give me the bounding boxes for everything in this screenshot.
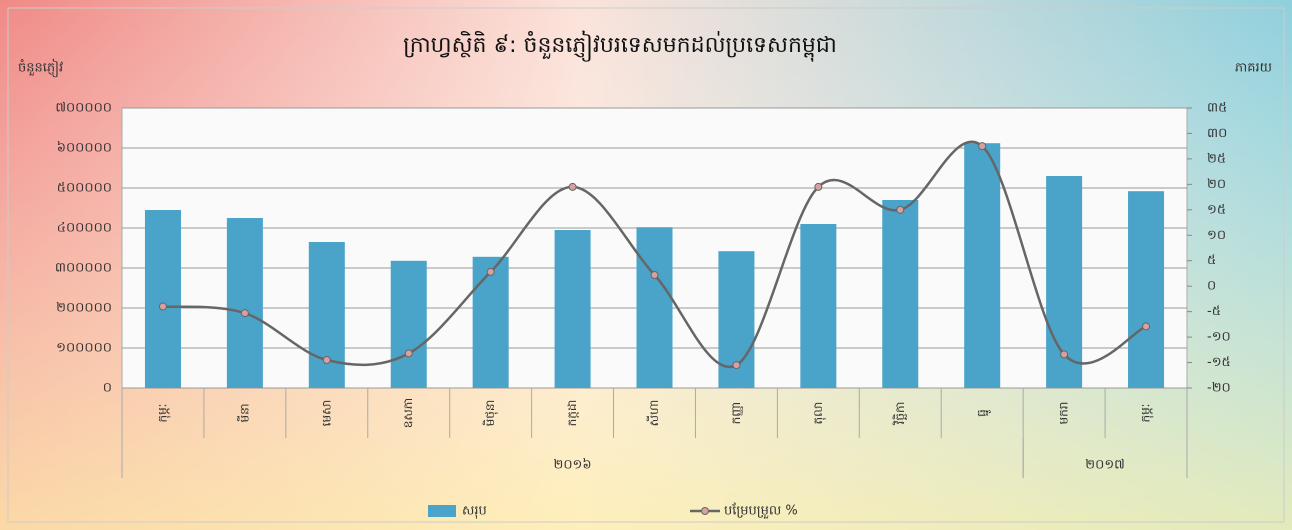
- y-tick-label: ៦០០០០០: [57, 141, 112, 156]
- y-tick-label: ៣០០០០០: [55, 261, 112, 276]
- y2-tick-label: -១៥: [1207, 355, 1231, 370]
- y2-tick-label: ០: [1207, 279, 1216, 294]
- legend-label: បម្រែបម្រួល %: [724, 502, 798, 520]
- chart-title: ក្រាហ្វស្ថិតិ ៩: ចំនួនភ្ញៀវបរទេសមកដល់ប្រ…: [403, 30, 837, 62]
- x-tick-label: សីហា: [646, 400, 661, 427]
- bar: [226, 218, 263, 388]
- y-tick-label: ៤០០០០០: [57, 221, 112, 236]
- group-label: ២០១៦: [554, 458, 592, 473]
- x-tick-label: តុលា: [811, 402, 826, 425]
- x-tick-label: មិថុនា: [482, 400, 498, 427]
- line-point: [158, 302, 167, 311]
- x-tick-label: មករា: [1057, 402, 1071, 425]
- bar: [882, 200, 919, 388]
- y2-tick-label: ១៥: [1207, 202, 1226, 217]
- x-tick-label: កុម្ភៈ: [1139, 404, 1154, 423]
- x-tick-label: ធ្នូ: [975, 409, 992, 417]
- legend-swatch: [701, 507, 709, 515]
- legend-label: សរុប: [462, 504, 487, 520]
- bar: [308, 242, 345, 388]
- y2-axis-label: ភាគរយ: [1235, 61, 1272, 76]
- bar: [144, 210, 181, 388]
- y2-tick-label: ៣០: [1207, 126, 1227, 141]
- line-point: [896, 205, 905, 214]
- x-tick-label: កញ្ញា: [729, 402, 743, 425]
- line-point: [240, 309, 249, 318]
- y-tick-label: ២០០០០០: [56, 301, 112, 316]
- y2-tick-label: ២៥: [1207, 151, 1226, 166]
- y-axis-label: ចំនួនភ្ញៀវ: [18, 59, 63, 78]
- x-tick-label: កុម្ភៈ: [155, 404, 170, 423]
- frame: [7, 7, 1285, 523]
- x-tick-label: មីនា: [236, 403, 251, 422]
- bar: [964, 143, 1001, 388]
- line-point: [978, 142, 987, 151]
- y2-tick-label: ៥: [1207, 253, 1216, 268]
- bar: [390, 260, 427, 388]
- bar: [472, 256, 509, 388]
- line-point: [404, 349, 413, 358]
- line-point: [1060, 350, 1069, 359]
- y2-tick-label: ១០: [1207, 228, 1226, 243]
- y2-tick-label: ៣៥: [1207, 101, 1227, 116]
- bar: [554, 230, 591, 388]
- line-point: [322, 356, 331, 364]
- bar: [1128, 191, 1165, 388]
- group-label: ២០១៧: [1085, 458, 1125, 473]
- y-tick-label: ៥០០០០០: [57, 181, 112, 196]
- y-tick-label: ៧០០០០០: [55, 101, 112, 116]
- y-tick-label: ១០០០០០: [56, 341, 112, 356]
- y-tick-label: ០: [103, 381, 112, 396]
- y2-tick-label: -២០: [1207, 381, 1231, 396]
- bar: [800, 224, 837, 388]
- legend-swatch: [428, 505, 456, 517]
- x-tick-label: មេសា: [319, 400, 333, 427]
- x-tick-label: វិច្ឆិកា: [892, 402, 907, 426]
- line-point: [486, 267, 495, 276]
- line-point: [814, 182, 823, 191]
- bar: [636, 227, 673, 388]
- line-point: [568, 182, 577, 191]
- line: [162, 140, 1147, 369]
- x-tick-label: ឧសភា: [401, 398, 415, 428]
- y2-tick-label: -១០: [1207, 330, 1231, 345]
- y2-tick-label: ២០: [1207, 177, 1226, 192]
- y2-tick-label: -៥: [1207, 304, 1221, 319]
- line-point: [650, 270, 659, 279]
- x-tick-label: កក្កដា: [565, 400, 579, 427]
- line-point: [732, 361, 741, 370]
- line-point: [1142, 322, 1151, 331]
